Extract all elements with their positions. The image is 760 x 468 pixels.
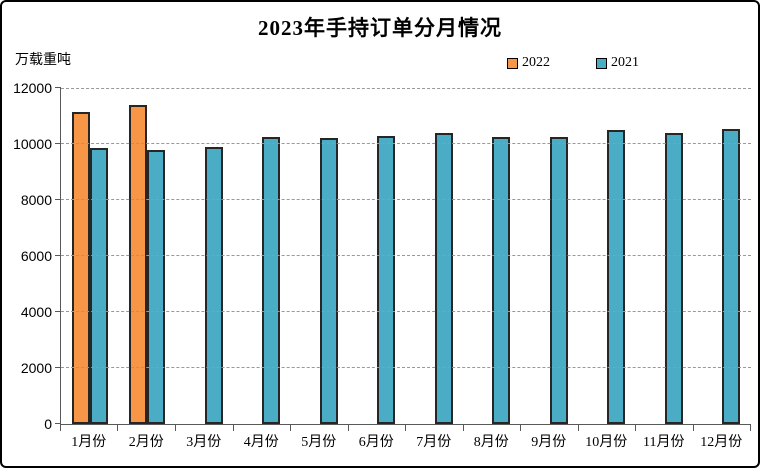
bar-2021-6月份 (377, 135, 396, 424)
y-axis-tick (55, 423, 61, 424)
y-axis-tick (55, 255, 61, 256)
x-axis-tick (635, 425, 636, 431)
bar-group-9月份 (521, 88, 579, 424)
x-axis-tick (692, 425, 694, 431)
y-axis-label-4000: 4000 (20, 304, 52, 320)
legend-label-2022: 2022 (522, 55, 550, 70)
y-axis-tick (55, 198, 61, 200)
x-axis-label-10月份: 10月份 (585, 435, 628, 450)
x-axis-label-12月份: 12月份 (700, 435, 743, 450)
y-axis-label-2000: 2000 (20, 360, 52, 376)
bars (61, 88, 751, 424)
x-axis-tick (750, 425, 751, 431)
legend-item-2021: 2021 (596, 55, 639, 71)
legend: 2022 2021 (507, 55, 639, 71)
bar-group-10月份 (579, 88, 637, 424)
x-axis-label-11月份: 11月份 (643, 435, 685, 450)
y-axis-tick (55, 310, 61, 312)
legend-label-2021: 2021 (611, 55, 639, 70)
x-axis-tick (117, 425, 119, 431)
y-axis-label-6000: 6000 (20, 248, 52, 264)
x-axis-tick (462, 425, 464, 431)
gridline-2000 (61, 367, 751, 368)
bar-2021-3月份 (204, 146, 223, 424)
bar-2021-7月份 (434, 132, 453, 424)
bar-group-7月份 (406, 88, 464, 424)
gridline-10000 (61, 142, 751, 144)
x-axis-label-7月份: 7月份 (416, 435, 452, 450)
y-axis-tick (55, 367, 61, 368)
x-axis-tick (60, 425, 61, 431)
bar-group-5月份 (291, 88, 349, 424)
legend-swatch-2022-icon (507, 57, 518, 69)
x-axis-label-4月份: 4月份 (243, 435, 279, 450)
legend-swatch-2021-icon (596, 57, 607, 69)
plot-area (55, 87, 751, 431)
bar-2021-1月份 (89, 148, 108, 424)
chart-title: 2023年手持订单分月情况 (258, 16, 502, 40)
y-axis-labels: 0 2000 4000 6000 8000 10000 12000 (2, 80, 52, 432)
x-axis-label-6月份: 6月份 (358, 435, 394, 450)
x-axis-label-3月份: 3月份 (186, 435, 222, 450)
x-axis-label-2月份: 2月份 (128, 435, 164, 450)
x-axis-label-8月份: 8月份 (473, 435, 509, 450)
gridline-4000 (61, 310, 751, 312)
x-axis-tick (232, 425, 234, 431)
bar-2022-2月份 (129, 105, 148, 424)
gridline-12000 (61, 88, 751, 89)
x-axis-tick (347, 425, 349, 431)
bar-2022-1月份 (71, 111, 90, 424)
legend-item-2022: 2022 (507, 55, 550, 71)
bar-2021-5月份 (319, 138, 338, 424)
x-axis-tick (519, 425, 521, 431)
y-axis-label-0: 0 (44, 416, 52, 432)
y-axis-label-10000: 10000 (13, 136, 52, 152)
bar-group-2月份 (119, 88, 177, 424)
y-axis-tick (55, 142, 61, 144)
bar-2021-4月份 (262, 137, 281, 424)
y-axis-tick (55, 87, 61, 88)
x-axis-labels: 1月份 2月份 3月份 4月份 5月份 6月份 7月份 8月份 9月份 10月份 11月份 12月份 (60, 431, 750, 451)
x-axis-tick (174, 425, 176, 431)
x-axis-label-1月份: 1月份 (71, 435, 107, 450)
y-axis-label-8000: 8000 (20, 192, 52, 208)
bar-group-6月份 (349, 88, 407, 424)
gridline-8000 (61, 198, 751, 200)
x-axis-label-5月份: 5月份 (301, 435, 337, 450)
bar-group-3月份 (176, 88, 234, 424)
x-axis-tick (289, 425, 291, 431)
y-axis-unit-label: 万载重吨 (15, 51, 71, 67)
bar-2021-2月份 (147, 149, 166, 424)
bar-group-8月份 (464, 88, 522, 424)
x-axis-tick (405, 425, 406, 431)
bar-group-4月份 (234, 88, 292, 424)
x-axis-label-9月份: 9月份 (531, 435, 567, 450)
bar-group-11月份 (636, 88, 694, 424)
bar-2021-12月份 (722, 128, 741, 424)
y-axis-label-12000: 12000 (13, 80, 52, 96)
x-axis-tick (577, 425, 579, 431)
gridline-6000 (61, 255, 751, 256)
bar-2021-11月份 (664, 132, 683, 424)
bar-group-12月份 (694, 88, 752, 424)
bar-2021-10月份 (607, 130, 626, 424)
bar-group-1月份 (61, 88, 119, 424)
bar-2021-8月份 (492, 137, 511, 424)
bar-2021-9月份 (549, 137, 568, 424)
